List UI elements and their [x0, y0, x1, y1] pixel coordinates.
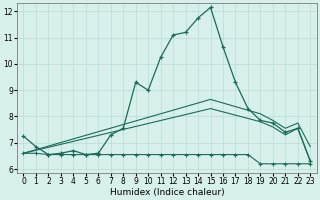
- X-axis label: Humidex (Indice chaleur): Humidex (Indice chaleur): [109, 188, 224, 197]
